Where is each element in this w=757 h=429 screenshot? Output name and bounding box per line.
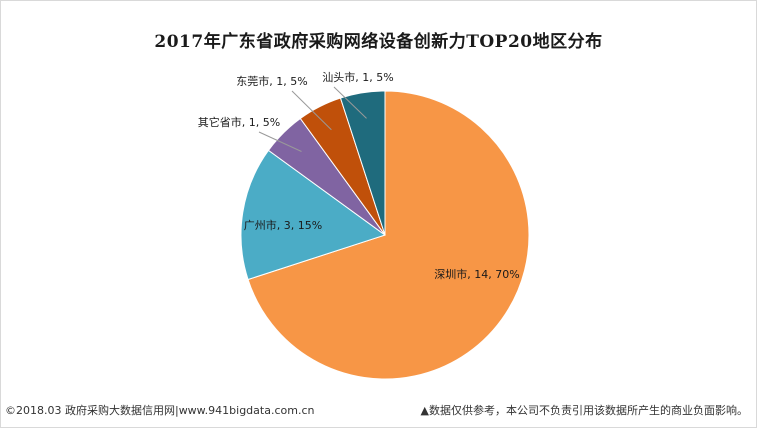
leader-line (291, 90, 332, 131)
slice-label: 其它省市, 1, 5% (198, 115, 280, 129)
pie-slice (339, 90, 386, 236)
leader-line (333, 86, 367, 119)
pie-slice (240, 149, 387, 281)
slice-label: 汕头市, 1, 5% (322, 70, 393, 84)
slice-label: 深圳市, 14, 70% (434, 267, 519, 281)
pie-slice (247, 90, 530, 380)
footer-source: ©2018.03 政府采购大数据信用网|www.941bigdata.com.c… (5, 404, 315, 417)
leader-line (258, 131, 302, 152)
slice-label: 广州市, 3, 15% (244, 218, 322, 232)
slice-label: 东莞市, 1, 5% (236, 74, 307, 88)
chart-title: 2017年广东省政府采购网络设备创新力TOP20地区分布 (154, 32, 603, 52)
footer: ©2018.03 政府采购大数据信用网|www.941bigdata.com.c… (1, 403, 756, 427)
footer-disclaimer: ▲数据仅供参考，本公司不负责引用该数据所产生的商业负面影响。 (420, 404, 748, 417)
